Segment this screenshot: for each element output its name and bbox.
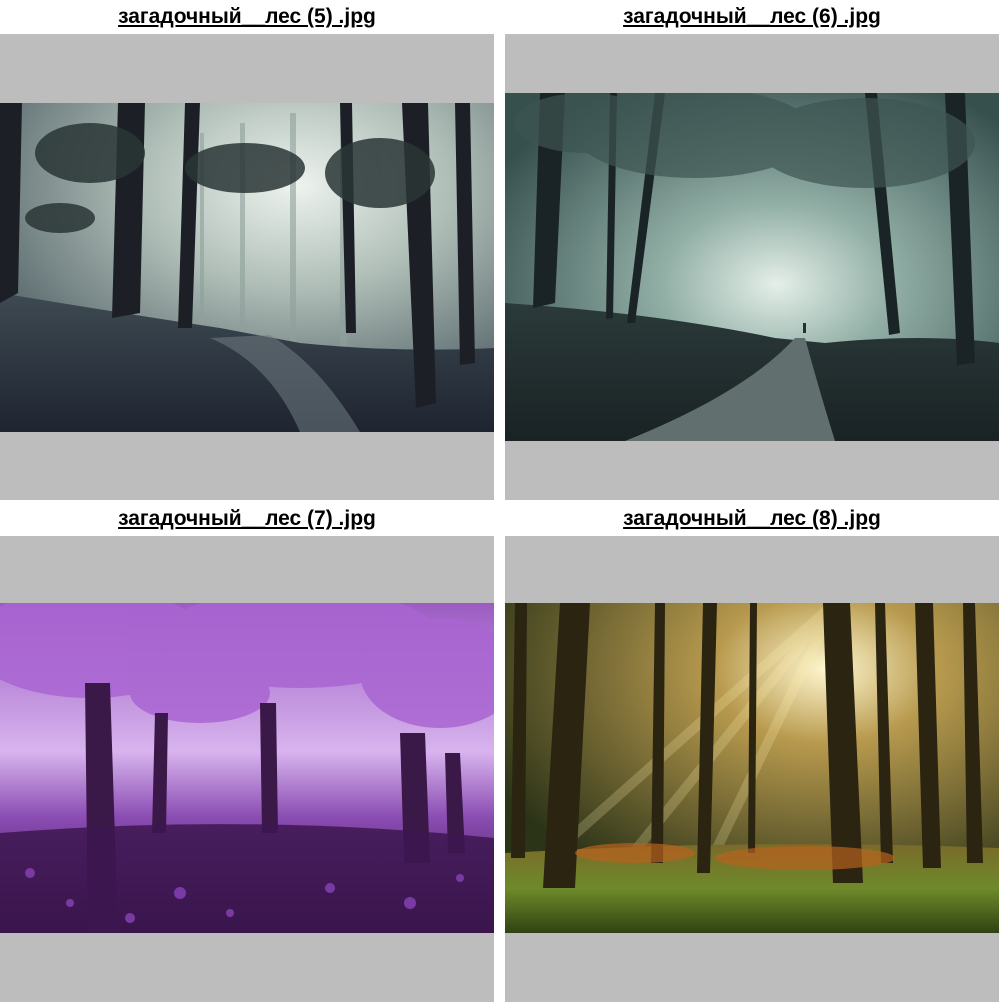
thumbnail-caption[interactable]: загадочный__лес (6) .jpg	[623, 5, 881, 28]
thumbnail-tile-6[interactable]: загадочный__лес (6) .jpg	[505, 0, 999, 500]
thumbnail-tile-5[interactable]: загадочный__лес (5) .jpg	[0, 0, 494, 500]
thumbnail-tile-8[interactable]: загадочный__лес (8) .jpg	[505, 502, 999, 1002]
thumbnail-frame[interactable]	[505, 536, 999, 1002]
thumbnail-frame[interactable]	[0, 34, 494, 500]
thumbnail-image-sunlit-forest[interactable]	[505, 603, 999, 933]
thumbnail-caption[interactable]: загадочный__лес (8) .jpg	[623, 507, 881, 530]
thumbnail-caption[interactable]: загадочный__лес (7) .jpg	[118, 507, 376, 530]
thumbnail-image-purple-forest[interactable]	[0, 603, 494, 933]
thumbnail-image-foggy-road[interactable]	[505, 93, 999, 441]
thumbnail-tile-7[interactable]: загадочный__лес (7) .jpg	[0, 502, 494, 1002]
thumbnail-image-misty-forest[interactable]	[0, 103, 494, 432]
thumbnail-frame[interactable]	[505, 34, 999, 500]
thumbnail-caption[interactable]: загадочный__лес (5) .jpg	[118, 5, 376, 28]
thumbnail-frame[interactable]	[0, 536, 494, 1002]
